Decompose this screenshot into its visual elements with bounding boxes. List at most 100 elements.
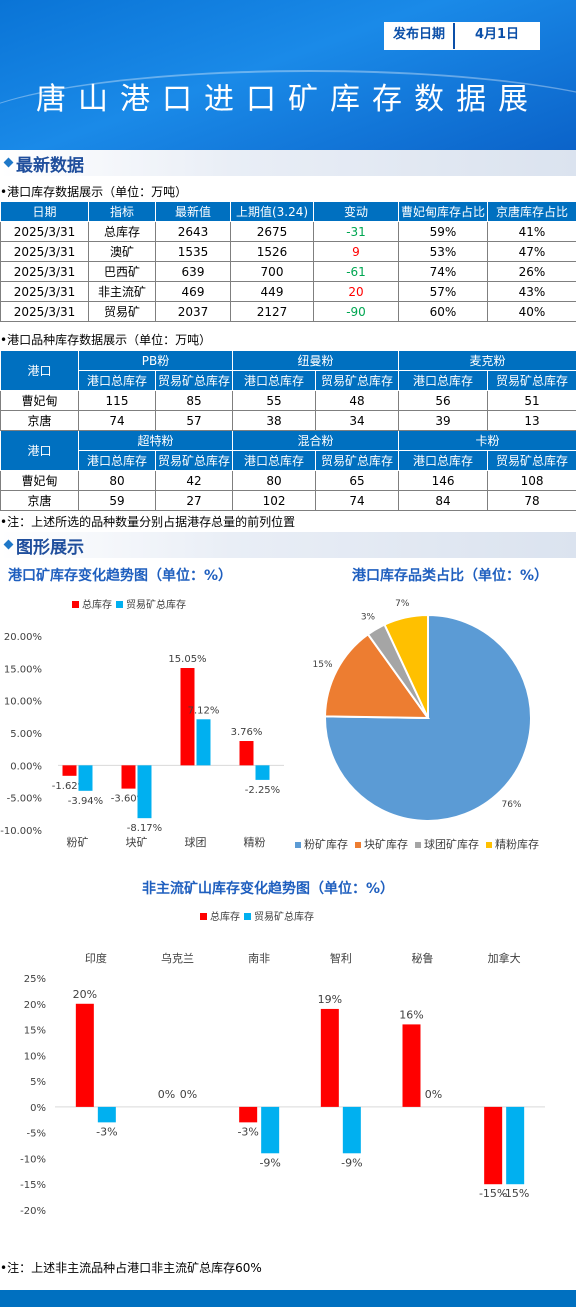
value-label: 3.76% [231, 727, 263, 738]
table-cell: 38 [232, 410, 317, 431]
table-cell: 639 [155, 261, 231, 282]
table-cell: 700 [230, 261, 314, 282]
bar [255, 765, 270, 780]
bar [484, 1106, 503, 1185]
table-cell: 60% [398, 301, 488, 322]
bar [342, 1106, 361, 1154]
x-tick-label: 乌克兰 [161, 951, 194, 965]
value-label: -8.17% [127, 823, 162, 834]
table-cell: -90 [313, 301, 399, 322]
y-tick-label: -10.00% [0, 826, 42, 837]
table-cell: 曹妃甸 [0, 470, 79, 491]
value-label: 7.12% [188, 705, 220, 716]
value-label: -3% [96, 1125, 117, 1138]
value-label: 76% [501, 800, 521, 810]
page-title: 唐山港口进口矿库存数据展 [36, 82, 540, 117]
sub-header: 贸易矿总库存 [154, 450, 234, 471]
table-row: 2025/3/31 非主流矿 469 449 20 57% 43% [0, 281, 576, 302]
table-cell: 74% [398, 261, 488, 282]
date-value: 4月1日 [453, 23, 539, 49]
table-row: 曹妃甸 80 42 80 65 146 108 [0, 470, 576, 491]
bar [137, 765, 152, 819]
sub-header: 港口总库存 [398, 450, 489, 471]
y-tick-label: 10.00% [4, 697, 42, 708]
table-cell: 48 [315, 390, 400, 411]
x-tick-label: 粉矿 [67, 836, 89, 849]
legend-label: 总库存 [210, 910, 240, 923]
table-cell: 巴西矿 [88, 261, 156, 282]
legend-label: 粉矿库存 [304, 837, 348, 851]
table-cell: 51 [487, 390, 576, 411]
table-row: 2025/3/31 巴西矿 639 700 -61 74% 26% [0, 261, 576, 282]
table-cell: 2037 [155, 301, 231, 322]
legend-swatch [200, 913, 207, 920]
y-tick-label: -5% [27, 1129, 46, 1140]
table-cell: 80 [232, 470, 317, 491]
table-caption: •港口品种库存数据展示（单位：万吨） [0, 333, 212, 347]
pie-slice [324, 613, 532, 822]
table-row: 2025/3/31 澳矿 1535 1526 9 53% 47% [0, 241, 576, 262]
table-cell: 贸易矿 [88, 301, 156, 322]
table-cell: 102 [232, 490, 317, 511]
table-cell: 1526 [230, 241, 314, 262]
sub-header: 贸易矿总库存 [315, 450, 400, 471]
x-tick-label: 智利 [330, 951, 352, 965]
section-header: 图形展示 [0, 532, 576, 558]
sub-header: 贸易矿总库存 [487, 370, 576, 391]
value-label: 20% [73, 988, 97, 1001]
bar [121, 765, 136, 789]
table-row: 京唐 59 27 102 74 84 78 [0, 490, 576, 511]
header-cell: 最新值 [155, 201, 231, 222]
header-row: 港口 PB粉 纽曼粉 麦克粉 [0, 350, 576, 391]
group-header: 混合粉 [232, 430, 400, 451]
table-cell: 40% [487, 301, 576, 322]
value-label: 7% [395, 599, 410, 609]
group-header: PB粉 [77, 350, 234, 371]
sub-header: 贸易矿总库存 [315, 370, 400, 391]
bar [78, 765, 93, 791]
header-cell: 上期值(3.24) [230, 201, 314, 222]
legend-label: 精粉库存 [495, 837, 539, 851]
bar [239, 1106, 258, 1123]
x-tick-label: 印度 [85, 951, 107, 965]
y-tick-label: 15.00% [4, 664, 42, 675]
table-cell: 2025/3/31 [0, 301, 89, 322]
header-row: 港口总库存 贸易矿总库存 港口总库存 贸易矿总库存 港口总库存 贸易矿总库存 [1, 450, 576, 471]
x-tick-label: 南非 [248, 952, 270, 965]
x-tick-label: 加拿大 [488, 951, 521, 965]
value-label: -3.94% [68, 796, 103, 807]
y-tick-label: 10% [24, 1051, 46, 1062]
legend-label: 总库存 [82, 598, 112, 611]
table-cell: 449 [230, 281, 314, 302]
bar [196, 719, 211, 766]
table-cell: 115 [78, 390, 156, 411]
table-cell: 85 [154, 390, 234, 411]
legend-label: 块矿库存 [364, 837, 408, 851]
sub-header: 港口总库存 [78, 370, 156, 391]
note: •注：上述所选的品种数量分别占据港存总量的前列位置 [0, 515, 296, 529]
y-tick-label: -15% [20, 1180, 46, 1191]
legend-label: 贸易矿总库存 [126, 598, 186, 611]
legend-swatch [295, 842, 301, 848]
pie-slice [323, 632, 430, 720]
value-label: -15% [479, 1187, 507, 1200]
table-cell: 42 [154, 470, 234, 491]
table-cell: 13 [487, 410, 576, 431]
header-row: 港口 超特粉 混合粉 卡粉 [0, 430, 576, 471]
sub-header: 港口总库存 [78, 450, 156, 471]
table-cell: 9 [313, 241, 399, 262]
table-cell: 41% [487, 221, 576, 242]
table-cell: 曹妃甸 [0, 390, 79, 411]
pie-slice [383, 613, 429, 719]
table-cell: 20 [313, 281, 399, 302]
y-tick-label: -10% [20, 1154, 46, 1165]
table-cell: -31 [313, 221, 399, 242]
header-cell: 变动 [313, 201, 399, 222]
legend-swatch [72, 601, 79, 608]
y-tick-label: 25% [24, 974, 46, 985]
y-tick-label: 0% [30, 1103, 46, 1114]
bar [75, 1003, 94, 1107]
value-label: 19% [318, 993, 342, 1006]
y-tick-label: -5.00% [7, 794, 42, 805]
x-tick-label: 精粉 [244, 836, 266, 849]
